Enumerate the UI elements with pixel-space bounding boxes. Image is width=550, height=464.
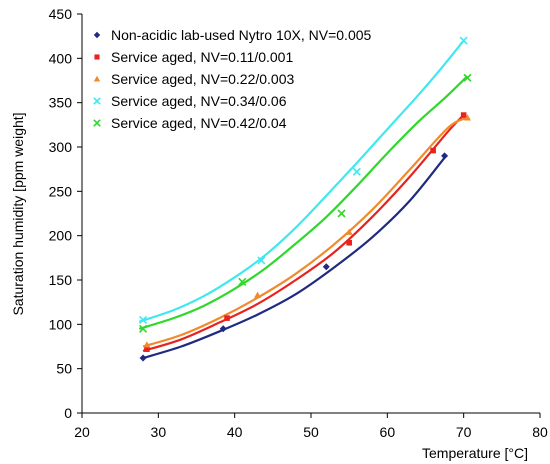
y-tick-label: 250 <box>49 183 73 199</box>
data-point-x <box>459 36 468 45</box>
x-stroke <box>337 209 346 218</box>
data-point-square <box>430 147 436 154</box>
data-point-triangle <box>143 341 151 348</box>
x-stroke <box>459 36 468 45</box>
x-stroke <box>352 167 361 176</box>
y-tick-label: 400 <box>49 50 73 66</box>
legend: Non-acidic lab-used Nytro 10X, NV=0.005 S… <box>93 27 372 131</box>
x-stroke <box>238 277 247 286</box>
data-markers <box>139 36 472 362</box>
fit-curves <box>138 39 469 360</box>
x-stroke <box>257 256 266 265</box>
legend-label: Service aged, NV=0.11/0.001 <box>111 49 293 65</box>
x-tick-label: 80 <box>532 424 548 440</box>
data-point-square <box>144 346 150 352</box>
data-point-diamond <box>139 354 147 362</box>
x-tick-label: 40 <box>227 424 243 440</box>
data-point-square <box>94 54 100 60</box>
data-point-x <box>93 119 101 127</box>
data-point-diamond <box>322 263 330 271</box>
data-point-square <box>346 239 352 246</box>
x-stroke <box>463 73 472 82</box>
series-markers-0 <box>139 152 449 362</box>
legend-item: Service aged, NV=0.22/0.003 <box>93 71 295 87</box>
y-tick-label: 150 <box>49 272 73 288</box>
data-point-x <box>238 277 247 286</box>
legend-item: Service aged, NV=0.34/0.06 <box>93 93 287 109</box>
data-point-x <box>139 324 148 333</box>
x-axis-title: Temperature [°C] <box>422 445 528 461</box>
y-tick-label: 200 <box>49 228 73 244</box>
y-tick-label: 450 <box>49 6 73 22</box>
x-tick-label: 30 <box>151 424 167 440</box>
y-tick-label: 50 <box>56 361 72 377</box>
series-markers-1 <box>144 112 467 352</box>
data-point-x <box>257 256 266 265</box>
data-point-x <box>352 167 361 176</box>
data-point-diamond <box>93 31 101 39</box>
x-stroke <box>93 119 101 127</box>
data-point-diamond <box>441 152 449 160</box>
data-point-triangle <box>254 291 262 298</box>
data-point-triangle <box>463 114 471 121</box>
data-point-square <box>224 315 230 321</box>
legend-label: Service aged, NV=0.34/0.06 <box>111 93 287 109</box>
y-tick-label: 0 <box>64 405 72 421</box>
x-stroke <box>93 97 101 105</box>
data-point-x <box>93 97 101 105</box>
x-tick-label: 20 <box>74 424 90 440</box>
x-tick-label: 60 <box>380 424 396 440</box>
fit-curve-4 <box>138 75 469 330</box>
data-point-triangle <box>345 228 353 235</box>
data-point-x <box>337 209 346 218</box>
legend-label: Non-acidic lab-used Nytro 10X, NV=0.005 <box>111 27 372 43</box>
y-tick-label: 300 <box>49 139 73 155</box>
x-stroke <box>139 324 148 333</box>
legend-label: Service aged, NV=0.42/0.04 <box>111 115 287 131</box>
data-point-diamond <box>219 325 227 333</box>
legend-label: Service aged, NV=0.22/0.003 <box>111 71 295 87</box>
series-markers-2 <box>143 114 471 348</box>
data-point-x <box>139 315 148 324</box>
x-tick-label: 50 <box>303 424 319 440</box>
data-point-x <box>463 73 472 82</box>
x-tick-label: 70 <box>456 424 472 440</box>
fit-curve-3 <box>138 39 465 323</box>
ticks: 0 50 100 150 200 250 300 350 400 450 20 30 40 50 60 70 8… <box>49 6 548 440</box>
series-markers-3 <box>139 36 468 324</box>
fit-curve-1 <box>142 114 465 352</box>
fit-curve-2 <box>142 116 468 348</box>
x-stroke <box>139 315 148 324</box>
data-point-square <box>460 112 467 118</box>
fit-curve-0 <box>142 156 446 360</box>
series-markers-4 <box>139 73 472 333</box>
legend-item: Service aged, NV=0.42/0.04 <box>93 115 287 131</box>
y-axis-title: Saturation humidity [ppm weight] <box>10 112 26 315</box>
legend-item: Non-acidic lab-used Nytro 10X, NV=0.005 <box>93 27 372 43</box>
y-tick-label: 100 <box>49 316 73 332</box>
data-point-triangle <box>93 75 101 82</box>
legend-item: Service aged, NV=0.11/0.001 <box>94 49 293 65</box>
y-tick-label: 350 <box>49 95 73 111</box>
